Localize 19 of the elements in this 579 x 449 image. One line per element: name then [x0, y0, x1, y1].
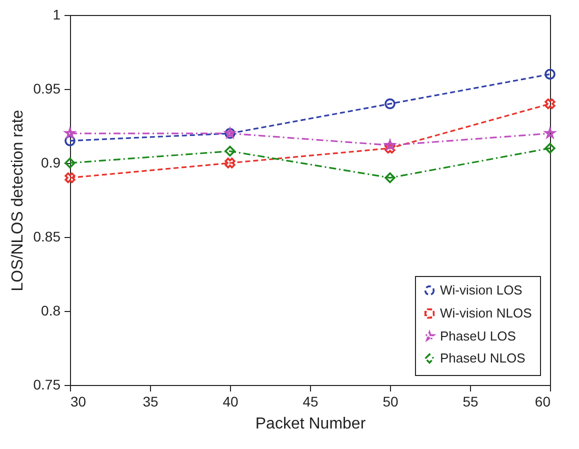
- y-axis-title: LOS/NLOS detection rate: [9, 110, 26, 292]
- y-tick-label: 0.8: [41, 302, 61, 318]
- legend-label: Wi-vision LOS: [440, 282, 523, 298]
- x-axis-title: Packet Number: [255, 416, 366, 432]
- y-tick-label: 0.85: [33, 228, 61, 244]
- x-tick-label: 30: [70, 394, 86, 410]
- x-tick-label: 40: [222, 394, 238, 410]
- x-tick-label: 55: [462, 394, 478, 410]
- x-tick-label: 50: [382, 394, 398, 410]
- legend-label: PhaseU LOS: [440, 328, 516, 344]
- x-tick-label: 60: [534, 394, 551, 410]
- legend-label: Wi-vision NLOS: [440, 306, 532, 320]
- y-tick-label: 0.75: [33, 376, 61, 392]
- x-tick-label: 45: [302, 394, 318, 410]
- y-tick-label: 0.95: [33, 80, 61, 96]
- y-tick-label: 0.9: [41, 154, 61, 170]
- legend-label: PhaseU NLOS: [440, 350, 526, 366]
- x-tick-label: 35: [142, 394, 158, 410]
- y-tick-label: 1: [52, 6, 61, 22]
